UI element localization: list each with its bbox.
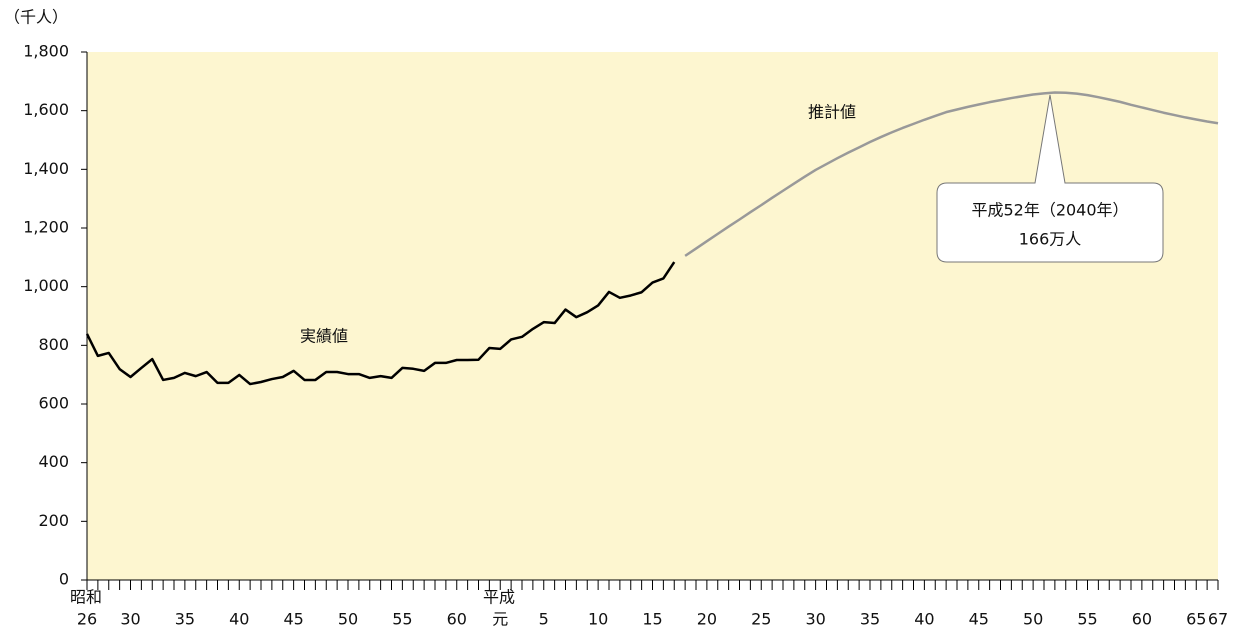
x-tick-label: 35 — [175, 610, 195, 629]
annotation: 166万人 — [1019, 230, 1082, 249]
x-tick-label: 元 — [492, 610, 508, 629]
x-tick-label: 55 — [1077, 610, 1097, 629]
x-tick-label: 45 — [283, 610, 303, 629]
y-tick-label: 1,600 — [23, 100, 69, 119]
callout — [936, 94, 1164, 263]
y-tick-label: 800 — [38, 335, 69, 354]
x-tick-label: 30 — [120, 610, 140, 629]
annotation: 平成52年（2040年） — [971, 201, 1128, 220]
x-tick-label: 10 — [588, 610, 608, 629]
x-tick-label: 55 — [392, 610, 412, 629]
y-tick-label: 1,400 — [23, 159, 69, 178]
x-tick-label: 26 — [77, 610, 97, 629]
y-tick-label: 1,000 — [23, 276, 69, 295]
x-tick-label: 5 — [539, 610, 549, 629]
y-tick-label: 0 — [59, 570, 69, 589]
plot-area — [87, 52, 1218, 580]
x-tick-label: 30 — [805, 610, 825, 629]
y-tick-label: 1,800 — [23, 42, 69, 61]
x-tick-label: 45 — [969, 610, 989, 629]
x-tick-label: 50 — [1023, 610, 1043, 629]
y-axis-label: （千人） — [4, 8, 68, 27]
x-tick-label: 67 — [1208, 610, 1228, 629]
x-tick-label: 15 — [642, 610, 662, 629]
x-tick-label: 40 — [914, 610, 934, 629]
series-line — [684, 91, 1219, 257]
series-label: 実績値 — [300, 327, 348, 346]
x-tick-label: 60 — [447, 610, 467, 629]
x-tick-label: 40 — [229, 610, 249, 629]
x-tick-label: 20 — [697, 610, 717, 629]
x-tick-label: 65 — [1186, 610, 1206, 629]
series-line — [85, 261, 676, 386]
era-label: 平成 — [483, 588, 515, 607]
series-label: 推計値 — [808, 103, 856, 122]
x-tick-label: 50 — [338, 610, 358, 629]
x-tick-label: 25 — [751, 610, 771, 629]
y-tick-label: 200 — [38, 511, 69, 530]
x-tick-label: 35 — [860, 610, 880, 629]
y-tick-label: 600 — [38, 394, 69, 413]
y-tick-label: 1,200 — [23, 218, 69, 237]
x-tick-label: 60 — [1132, 610, 1152, 629]
era-label: 昭和 — [70, 588, 102, 607]
y-tick-label: 400 — [38, 452, 69, 471]
